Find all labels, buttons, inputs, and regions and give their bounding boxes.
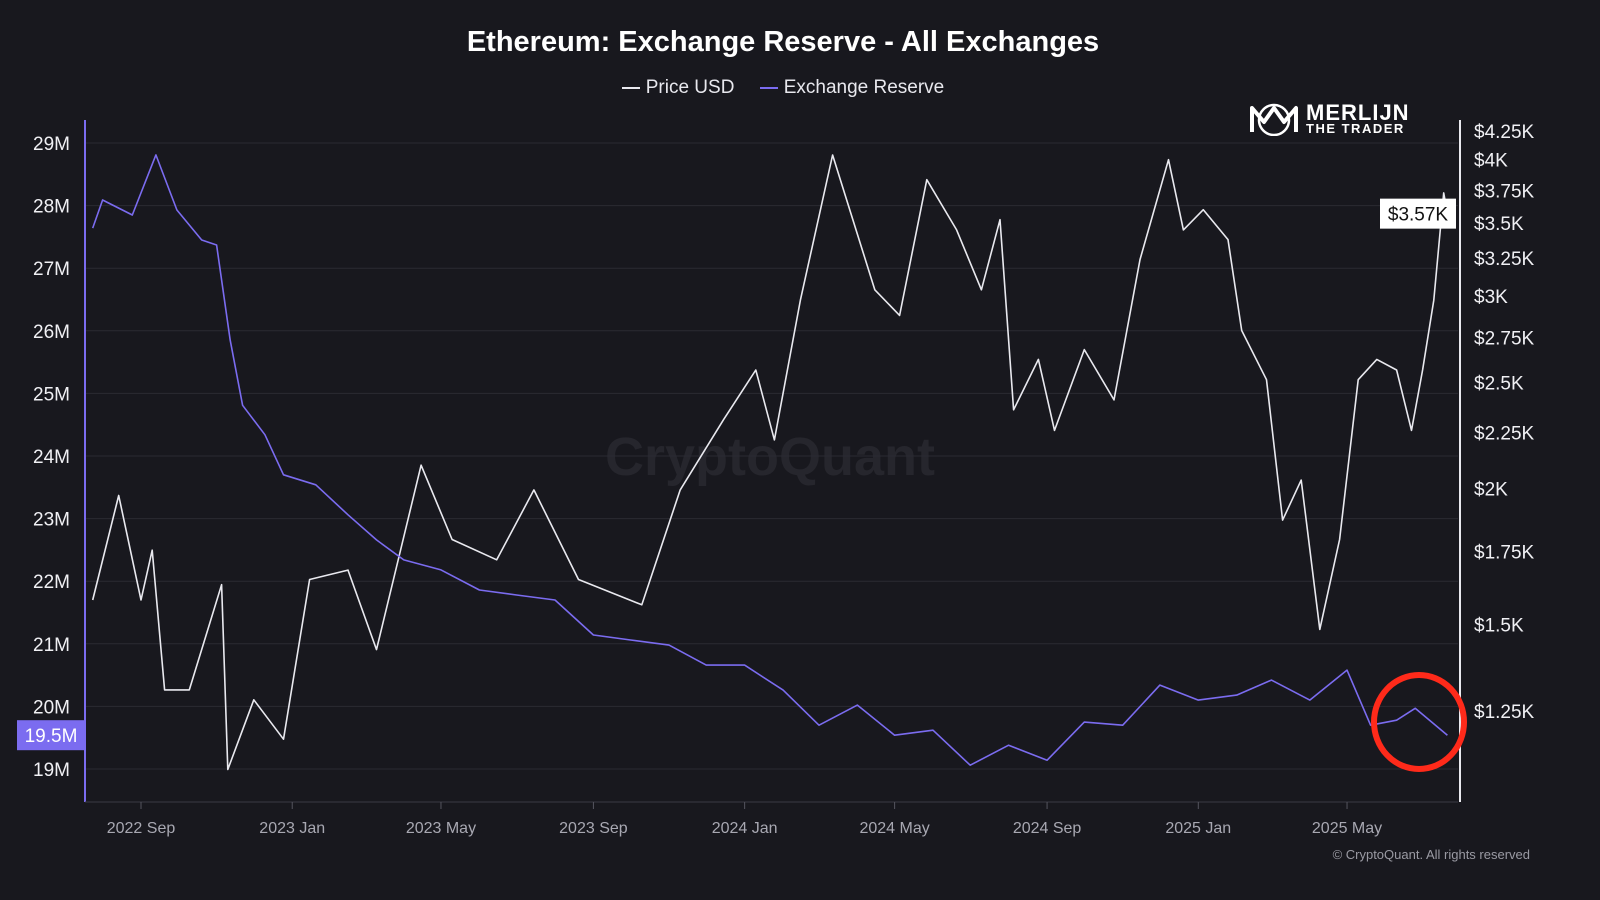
x-tick-label: 2025 Jan (1165, 820, 1231, 837)
legend-item-price[interactable]: Price USD (621, 77, 735, 99)
merlijn-logo: MERLIJN THE TRADER (1248, 102, 1410, 136)
copyright: © CryptoQuant. All rights reserved (1332, 847, 1530, 862)
left-tick-label: 24M (33, 447, 70, 468)
reserve-current-badge (17, 720, 85, 751)
left-tick-label: 22M (33, 572, 70, 593)
right-tick-label: $2.5K (1474, 374, 1524, 395)
x-tick-label: 2024 May (859, 820, 929, 837)
left-tick-label: 20M (33, 697, 70, 718)
right-tick-label: $3K (1474, 287, 1508, 308)
left-tick-label: 19M (33, 760, 70, 781)
legend: Price USD Exchange Reserve (0, 77, 1566, 99)
price-current-label: $3.57K (1388, 205, 1449, 226)
x-tick-label: 2022 Sep (107, 820, 176, 837)
left-tick-label: 21M (33, 635, 70, 656)
right-tick-label: $1.5K (1474, 616, 1524, 637)
highlight-circle (1371, 672, 1468, 772)
price-current-badge (1380, 198, 1456, 229)
right-tick-label: $4K (1474, 151, 1508, 172)
right-tick-label: $4.25K (1474, 122, 1535, 143)
reserve-line (91, 154, 1448, 766)
x-tick-label: 2024 Jan (712, 820, 778, 837)
left-tick-label: 23M (33, 510, 70, 531)
reserve-current-label: 19.5M (25, 726, 78, 747)
chart-title: Ethereum: Exchange Reserve - All Exchang… (466, 26, 1100, 58)
right-tick-label: $1.75K (1474, 543, 1535, 564)
right-tick-label: $3.5K (1474, 214, 1524, 235)
left-tick-label: 28M (33, 197, 70, 218)
watermark: CryptoQuant (605, 427, 935, 487)
x-tick-label: 2025 May (1312, 820, 1382, 837)
x-tick-label: 2023 Sep (559, 820, 628, 837)
price-line (91, 154, 1449, 771)
left-tick-label: 25M (33, 384, 70, 405)
legend-label-price: Price USD (645, 77, 735, 98)
right-tick-label: $3.25K (1474, 249, 1535, 270)
right-tick-label: $3.75K (1474, 181, 1535, 202)
x-tick-label: 2023 Jan (259, 820, 325, 837)
right-tick-label: $1.25K (1474, 702, 1535, 723)
legend-swatch-reserve (759, 86, 778, 89)
left-tick-label: 29M (33, 134, 70, 155)
right-tick-label: $2.75K (1474, 328, 1535, 349)
x-tick-label: 2024 Sep (1013, 820, 1082, 837)
logo-icon (1250, 103, 1298, 136)
legend-swatch-price (621, 86, 640, 89)
left-tick-label: 26M (33, 322, 70, 343)
right-tick-label: $2.25K (1474, 423, 1535, 444)
legend-label-reserve: Exchange Reserve (783, 77, 945, 98)
left-tick-label: 27M (33, 259, 70, 280)
x-tick-label: 2023 May (406, 820, 476, 837)
legend-item-reserve[interactable]: Exchange Reserve (759, 77, 945, 99)
right-tick-label: $2K (1474, 479, 1508, 500)
